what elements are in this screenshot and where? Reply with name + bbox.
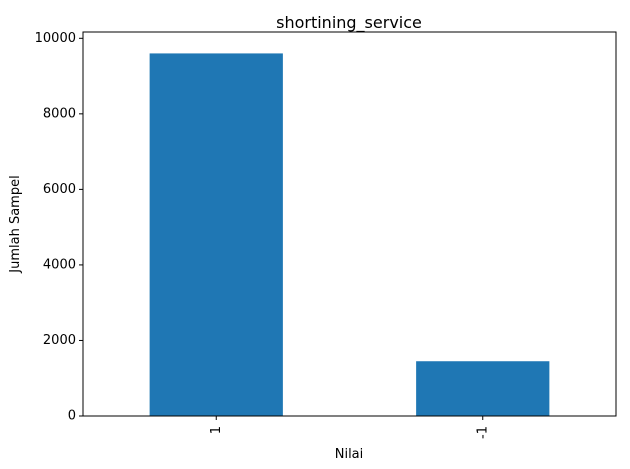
bar-2 <box>416 361 550 416</box>
y-axis-title: Jumlah Sampel <box>8 175 23 273</box>
x-tick-label: 1 <box>209 426 224 434</box>
y-axis: 0 2000 4000 6000 8000 10000 <box>35 31 83 424</box>
bars-group <box>149 53 550 417</box>
y-tick-label: 10000 <box>35 31 76 46</box>
y-tick-label: 8000 <box>43 106 76 121</box>
y-tick-label: 4000 <box>43 257 76 272</box>
y-tick-label: 0 <box>68 409 76 424</box>
y-tick-label: 6000 <box>43 182 76 197</box>
chart-title: shortining_service <box>276 13 422 33</box>
plot-frame <box>82 31 617 417</box>
y-tick-label: 2000 <box>43 333 76 348</box>
x-tick-label: -1 <box>475 426 490 439</box>
x-axis: 1 -1 <box>209 416 490 439</box>
bar-1 <box>149 53 283 417</box>
x-axis-title: Nilai <box>335 447 364 462</box>
